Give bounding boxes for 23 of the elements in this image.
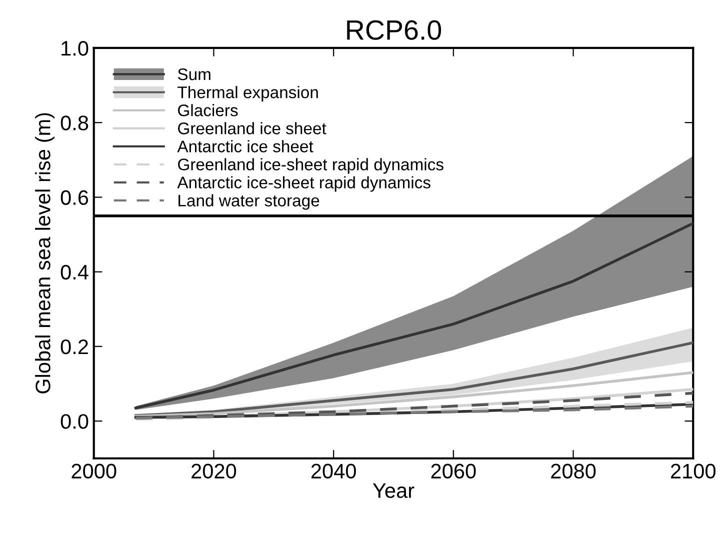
x-tick-label: 2060 — [431, 464, 476, 479]
legend-label: Thermal expansion — [178, 86, 318, 102]
y-tick-label: 0.6 — [60, 190, 88, 205]
y-axis-title: Global mean sea level rise (m) — [35, 113, 54, 394]
legend-label: Land water storage — [178, 194, 320, 210]
legend-label: Greenland ice-sheet rapid dynamics — [178, 158, 444, 174]
y-tick-label: 0.2 — [60, 339, 88, 354]
y-tick-label: 0.8 — [60, 116, 88, 130]
legend-label: Antarctic ice sheet — [177, 140, 314, 152]
x-tick-label: 2040 — [311, 464, 356, 479]
y-tick-label: 0.4 — [60, 264, 88, 280]
x-axis-title: Year — [372, 483, 414, 498]
x-tick-label: 2020 — [192, 464, 236, 479]
y-tick-label: 0.0 — [60, 414, 88, 429]
legend-label: Greenland ice sheet — [178, 122, 326, 134]
x-tick-label: 2080 — [551, 464, 596, 479]
legend-label: Glaciers — [178, 104, 238, 116]
x-tick-label: 2000 — [72, 464, 116, 479]
y-tick-label: 1.0 — [62, 40, 88, 56]
legend-label: Sum — [178, 68, 210, 80]
chart-title: RCP6.0 — [347, 20, 442, 40]
x-tick-label: 2100 — [671, 464, 716, 479]
legend-label: Antarctic ice-sheet rapid dynamics — [177, 176, 430, 192]
